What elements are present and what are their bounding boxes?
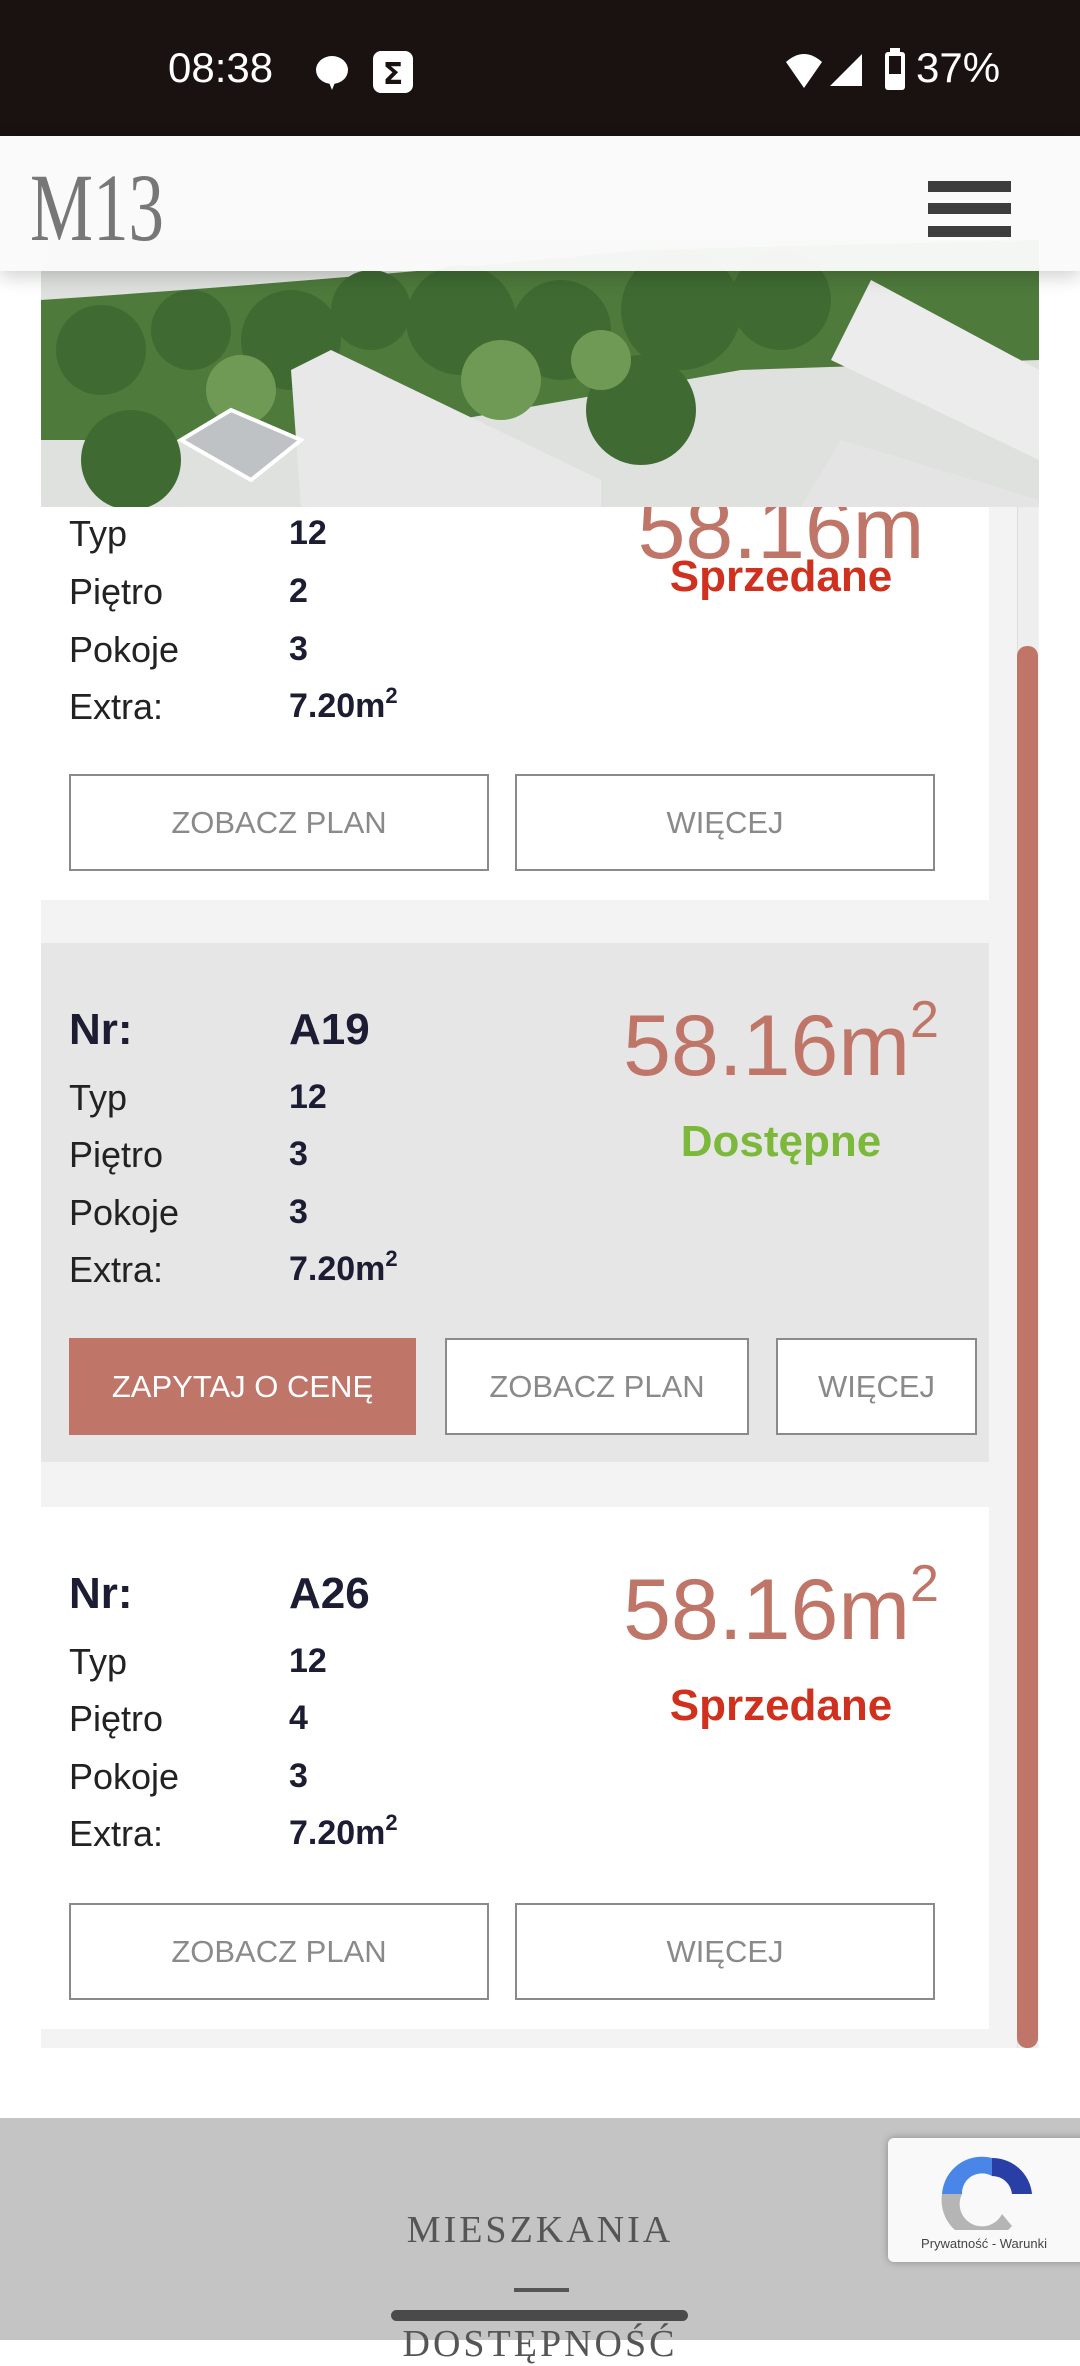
- rooms-label: Pokoje: [69, 1192, 180, 1233]
- floor-label: Piętro: [69, 1134, 164, 1175]
- hero-image: [41, 240, 1039, 507]
- typ-value: 12: [289, 514, 327, 552]
- typ-label: Typ: [69, 513, 128, 554]
- typ-label: Typ: [69, 1641, 128, 1682]
- rooms-value: 3: [289, 630, 308, 668]
- rooms-label: Pokoje: [69, 1756, 180, 1797]
- area-value: 58.16m2: [623, 991, 939, 1094]
- footer-link-apartments[interactable]: MIESZKANIA: [406, 2209, 674, 2251]
- svg-text:M13: M13: [30, 156, 164, 256]
- hamburger-line: [928, 226, 1011, 237]
- rooms-value: 3: [289, 1757, 308, 1795]
- more-button[interactable]: WIĘCEJ: [776, 1338, 977, 1435]
- status-bar: 08:38 Σ 37%: [0, 0, 1080, 136]
- floor-label: Piętro: [69, 571, 164, 612]
- hamburger-menu-button[interactable]: [928, 136, 1012, 271]
- chat-bubble-icon: [316, 56, 348, 90]
- recaptcha-icon: [941, 2156, 1032, 2230]
- status-sold: Sprzedane: [669, 552, 893, 601]
- apartment-card: 58.16m Typ 12 Piętro 2 Pokoje 3 Extra: 7.20m…: [41, 440, 989, 900]
- recaptcha-links[interactable]: Prywatność - Warunki: [921, 2236, 1047, 2251]
- gesture-bar: [391, 2310, 688, 2321]
- nr-value: A19: [289, 1005, 370, 1054]
- list-scrollbar-thumb[interactable]: [1017, 646, 1038, 2048]
- signal-icon: [830, 54, 862, 86]
- extra-label: Extra:: [69, 1249, 164, 1290]
- hamburger-icon: [928, 181, 1011, 192]
- divider: [514, 2288, 569, 2292]
- m13-logo[interactable]: M13: [30, 156, 170, 256]
- nr-label: Nr:: [69, 1005, 133, 1054]
- extra-label: Extra:: [69, 1813, 164, 1854]
- nr-label: Nr:: [69, 1569, 133, 1618]
- area-value: 58.16m2: [623, 1555, 939, 1658]
- view-plan-button[interactable]: ZOBACZ PLAN: [445, 1338, 749, 1435]
- floor-value: 4: [289, 1699, 308, 1737]
- svg-text:Σ: Σ: [383, 57, 404, 92]
- aerial-render-image: [41, 240, 1039, 507]
- battery-percent: 37%: [916, 44, 1001, 91]
- view-plan-button[interactable]: ZOBACZ PLAN: [69, 1903, 489, 2000]
- floor-label: Piętro: [69, 1698, 164, 1739]
- view-plan-button[interactable]: ZOBACZ PLAN: [69, 774, 489, 871]
- apartment-card: Nr: A19 58.16m2 Typ 12 Piętro 3 Pokoje 3 Ext…: [41, 943, 989, 1462]
- sigma-app-icon: Σ: [373, 51, 413, 93]
- more-button[interactable]: WIĘCEJ: [515, 1903, 935, 2000]
- typ-label: Typ: [69, 1077, 128, 1118]
- extra-label: Extra:: [69, 686, 164, 727]
- status-sold: Sprzedane: [669, 1681, 893, 1730]
- apartment-card: Nr: A26 58.16m2 Typ 12 Piętro 4 Pokoje 3 Ext…: [41, 1507, 989, 2029]
- nr-value: A26: [289, 1569, 370, 1618]
- more-button[interactable]: WIĘCEJ: [515, 774, 935, 871]
- recaptcha-badge[interactable]: Prywatność - Warunki: [888, 2138, 1080, 2262]
- battery-icon: [885, 48, 905, 90]
- extra-value: 7.20m2: [289, 1246, 398, 1289]
- ask-price-button[interactable]: ZAPYTAJ O CENĘ: [69, 1338, 416, 1435]
- rooms-label: Pokoje: [69, 629, 180, 670]
- clock: 08:38: [168, 44, 274, 91]
- status-available: Dostępne: [680, 1117, 882, 1166]
- site-header: M13: [0, 136, 1080, 271]
- extra-value: 7.20m2: [289, 683, 398, 726]
- floor-value: 3: [289, 1135, 308, 1173]
- hamburger-line: [928, 203, 1011, 214]
- typ-value: 12: [289, 1078, 327, 1116]
- extra-value: 7.20m2: [289, 1810, 398, 1853]
- wifi-icon: [786, 54, 822, 88]
- rooms-value: 3: [289, 1193, 308, 1231]
- typ-value: 12: [289, 1642, 327, 1680]
- footer-link-availability[interactable]: DOSTĘPNOŚĆ: [402, 2323, 678, 2365]
- floor-value: 2: [289, 572, 308, 610]
